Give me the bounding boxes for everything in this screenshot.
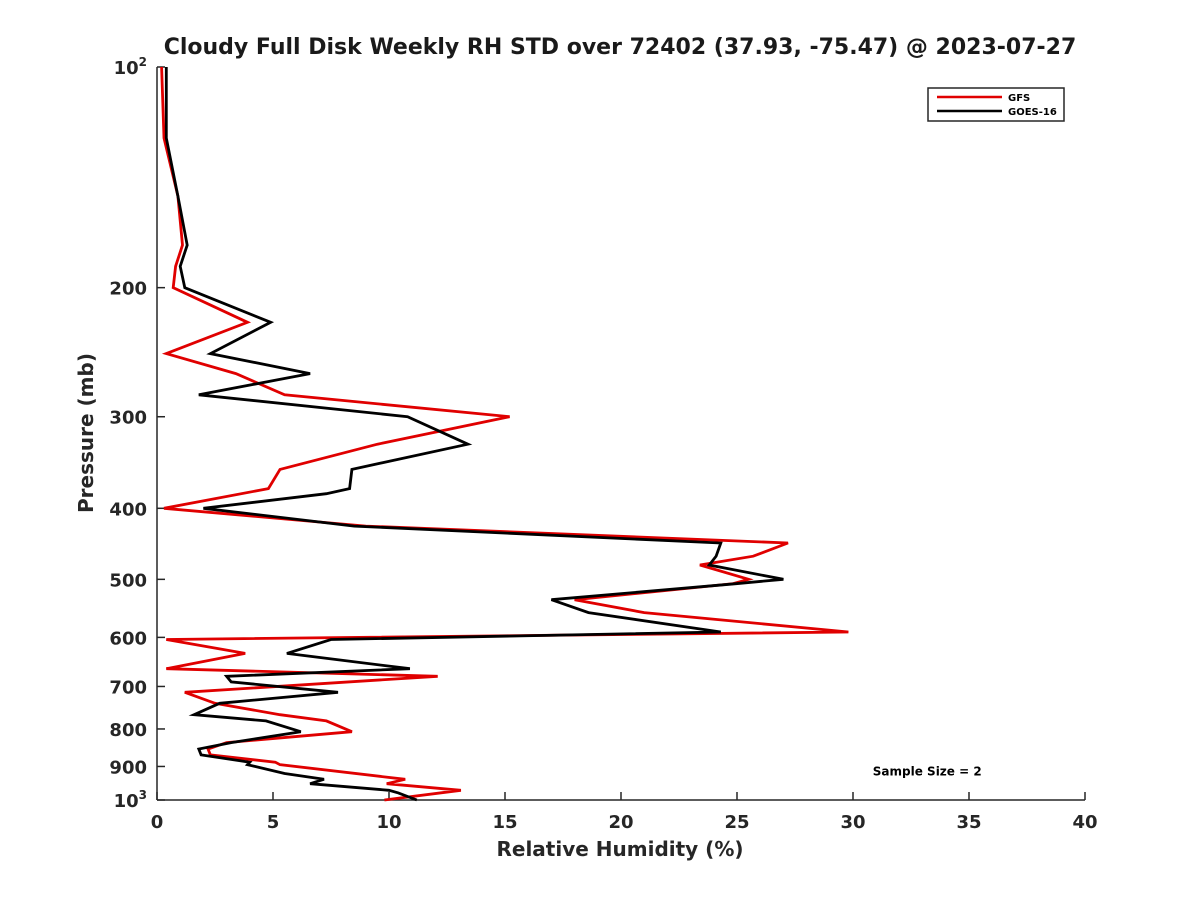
y-ticks: 102 200 300 400 500 600 700 800 900 103 <box>109 55 165 812</box>
plot-area <box>157 67 1085 800</box>
x-tick-label: 20 <box>608 812 633 833</box>
x-tick-label: 15 <box>492 812 517 833</box>
sample-size-annotation: Sample Size = 2 <box>873 765 982 779</box>
series-lines <box>160 66 849 802</box>
y-tick-label: 700 <box>109 677 147 698</box>
x-tick-label: 30 <box>840 812 865 833</box>
y-tick-label: 600 <box>109 628 147 649</box>
y-tick-label: 103 <box>114 788 147 812</box>
y-tick-label: 500 <box>109 570 147 591</box>
y-tick-label: 800 <box>109 720 147 741</box>
x-ticks: 0 5 10 15 20 25 30 35 40 <box>151 792 1098 833</box>
y-tick-label: 900 <box>109 757 147 778</box>
y-tick-label: 200 <box>109 279 147 300</box>
legend-label-gfs: GFS <box>1008 93 1030 104</box>
chart-title: Cloudy Full Disk Weekly RH STD over 7240… <box>164 35 1077 60</box>
x-tick-label: 35 <box>956 812 981 833</box>
series-line-goes16 <box>164 67 784 802</box>
x-axis-label: Relative Humidity (%) <box>496 837 743 861</box>
x-tick-label: 40 <box>1072 812 1097 833</box>
legend-label-goes16: GOES-16 <box>1008 107 1057 118</box>
legend: GFS GOES-16 <box>927 87 1065 122</box>
x-tick-label: 10 <box>376 812 401 833</box>
y-tick-label: 400 <box>109 499 147 520</box>
y-tick-label: 300 <box>109 408 147 429</box>
x-tick-label: 0 <box>151 812 164 833</box>
y-tick-label: 102 <box>114 55 147 79</box>
x-tick-label: 5 <box>267 812 280 833</box>
x-tick-label: 25 <box>724 812 749 833</box>
y-axis-label: Pressure (mb) <box>74 353 98 513</box>
legend-box <box>927 87 1065 122</box>
